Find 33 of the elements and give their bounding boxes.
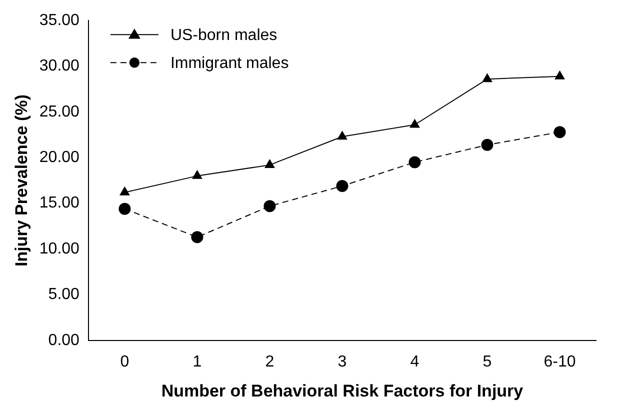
point (264, 200, 276, 212)
x-tick-label: 0 (120, 353, 130, 370)
legend-label: US-born males (170, 27, 278, 44)
x-tick-label: 4 (410, 353, 420, 370)
point (192, 170, 202, 179)
point (482, 73, 492, 82)
point (337, 130, 348, 140)
x-tick-label: 6-10 (544, 353, 576, 370)
x-tick-label: 1 (192, 353, 202, 370)
point (120, 186, 130, 196)
point (410, 118, 420, 128)
legend-label: Immigrant males (170, 55, 289, 72)
y-tick-label: 15.00 (39, 194, 80, 212)
point (481, 138, 494, 151)
y-tick-label: 25.00 (39, 103, 80, 120)
point (336, 180, 348, 192)
point (554, 70, 565, 80)
x-tick-label: 5 (482, 353, 492, 370)
x-tick-label: 3 (338, 353, 347, 370)
point (408, 156, 421, 168)
y-tick-label: 30.00 (39, 58, 80, 75)
point (554, 126, 566, 138)
y-tick-label: 35.00 (39, 12, 80, 30)
point (264, 158, 275, 168)
y-tick-label: 20.00 (39, 149, 80, 166)
point (118, 202, 131, 215)
y-tick-label: 0.00 (48, 332, 80, 349)
y-axis-title: Injury Prevalence (%) (12, 94, 31, 266)
y-tick-label: 5.00 (48, 286, 80, 304)
y-tick-label: 10.00 (39, 240, 80, 258)
x-tick-label: 2 (265, 353, 274, 370)
point (191, 231, 204, 244)
x-axis-title: Number of Behavioral Risk Factors for Injury (161, 381, 524, 400)
